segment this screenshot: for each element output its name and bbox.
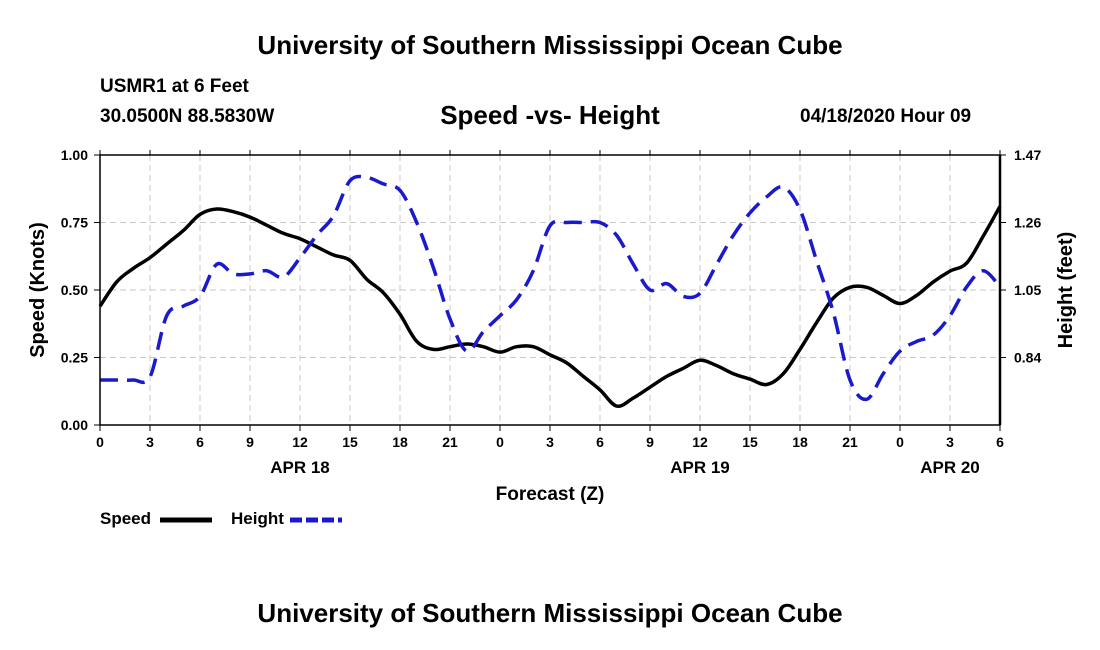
date-label: APR 19 <box>670 458 730 477</box>
x-tick-label: 6 <box>196 434 204 450</box>
x-tick-label: 18 <box>792 434 808 450</box>
x-tick-label: 9 <box>646 434 654 450</box>
chart-title: Speed -vs- Height <box>440 100 660 130</box>
y2-tick-label: 1.05 <box>1014 282 1041 298</box>
x-tick-label: 15 <box>742 434 758 450</box>
legend-height-label: Height <box>231 509 284 528</box>
legend-speed-label: Speed <box>100 509 152 528</box>
page-title: University of Southern Mississippi Ocean… <box>257 30 843 60</box>
y-tick-label: 0.25 <box>61 350 88 366</box>
x-tick-label: 21 <box>442 434 458 450</box>
axes: 0 3 6 9 12 15 18 21 0 3 6 9 12 15 18 21 0 3 6 APR 18 APR 19 A… <box>61 147 1042 477</box>
date-label: APR 20 <box>920 458 980 477</box>
x-tick-label: 21 <box>842 434 858 450</box>
y2-tick-label: 1.47 <box>1014 147 1041 163</box>
x-tick-label: 9 <box>246 434 254 450</box>
x-tick-label: 0 <box>96 434 104 450</box>
y-tick-label: 1.00 <box>61 147 88 163</box>
x-tick-label: 6 <box>596 434 604 450</box>
x-tick-label: 12 <box>692 434 708 450</box>
x-tick-label: 3 <box>946 434 954 450</box>
footer-title: University of Southern Mississippi Ocean… <box>257 598 843 628</box>
y-tick-label: 0.00 <box>61 417 88 433</box>
x-tick-label: 0 <box>496 434 504 450</box>
series-layer <box>98 174 1002 409</box>
station-label: USMR1 at 6 Feet <box>100 76 249 97</box>
y2-axis-label: Height (feet) <box>1055 232 1077 349</box>
y2-tick-label: 0.84 <box>1014 350 1041 366</box>
x-tick-label: 12 <box>292 434 308 450</box>
x-tick-label: 0 <box>896 434 904 450</box>
x-axis-label: Forecast (Z) <box>496 484 605 505</box>
x-tick-label: 3 <box>546 434 554 450</box>
x-tick-label: 3 <box>146 434 154 450</box>
y-tick-label: 0.50 <box>61 282 88 298</box>
coordinates-label: 30.0500N 88.5830W <box>100 106 275 127</box>
datetime-label: 04/18/2020 Hour 09 <box>800 106 972 127</box>
height-series-line <box>99 174 1002 402</box>
y-axis-label: Speed (Knots) <box>27 222 49 358</box>
x-tick-label: 18 <box>392 434 408 450</box>
date-label: APR 18 <box>270 458 330 477</box>
x-tick-label: 6 <box>996 434 1004 450</box>
grid <box>100 155 1000 425</box>
y2-tick-label: 1.26 <box>1014 215 1041 231</box>
speed-series-line <box>98 205 1002 409</box>
x-tick-label: 15 <box>342 434 358 450</box>
y-tick-label: 0.75 <box>61 215 88 231</box>
